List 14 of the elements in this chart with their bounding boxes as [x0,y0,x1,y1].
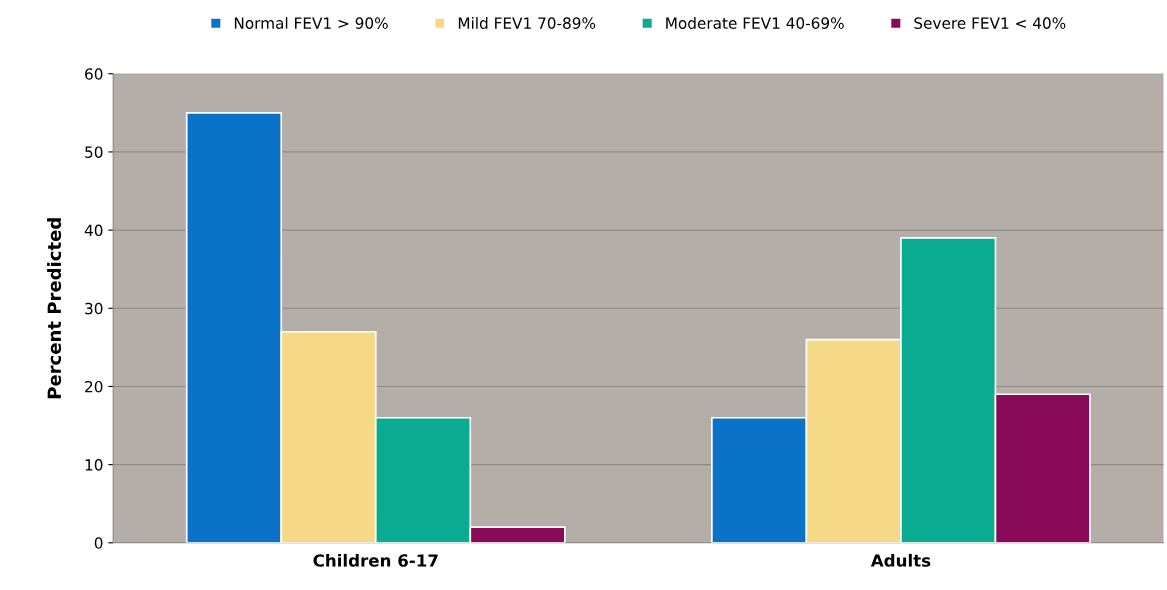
x-tick-label: Children 6-17 [313,553,438,567]
y-tick-label: 10 [85,459,103,471]
y-tick-label: 60 [85,68,103,80]
y-tick-label: 30 [85,302,103,315]
y-tick-label: 20 [85,380,103,393]
y-axis-title: Percent Predicted [47,218,62,399]
legend-label: Mild FEV1 70-89% [458,17,596,29]
legend-label: Severe FEV1 < 40% [914,17,1066,29]
y-tick-label: 0 [94,537,103,549]
legend-label: Moderate FEV1 40-69% [666,17,844,29]
x-tick-label: Adults [870,553,931,567]
y-tick-label: 50 [85,146,103,158]
legend-label: Normal FEV1 > 90% [234,17,388,29]
y-tick-label: 40 [84,224,103,237]
